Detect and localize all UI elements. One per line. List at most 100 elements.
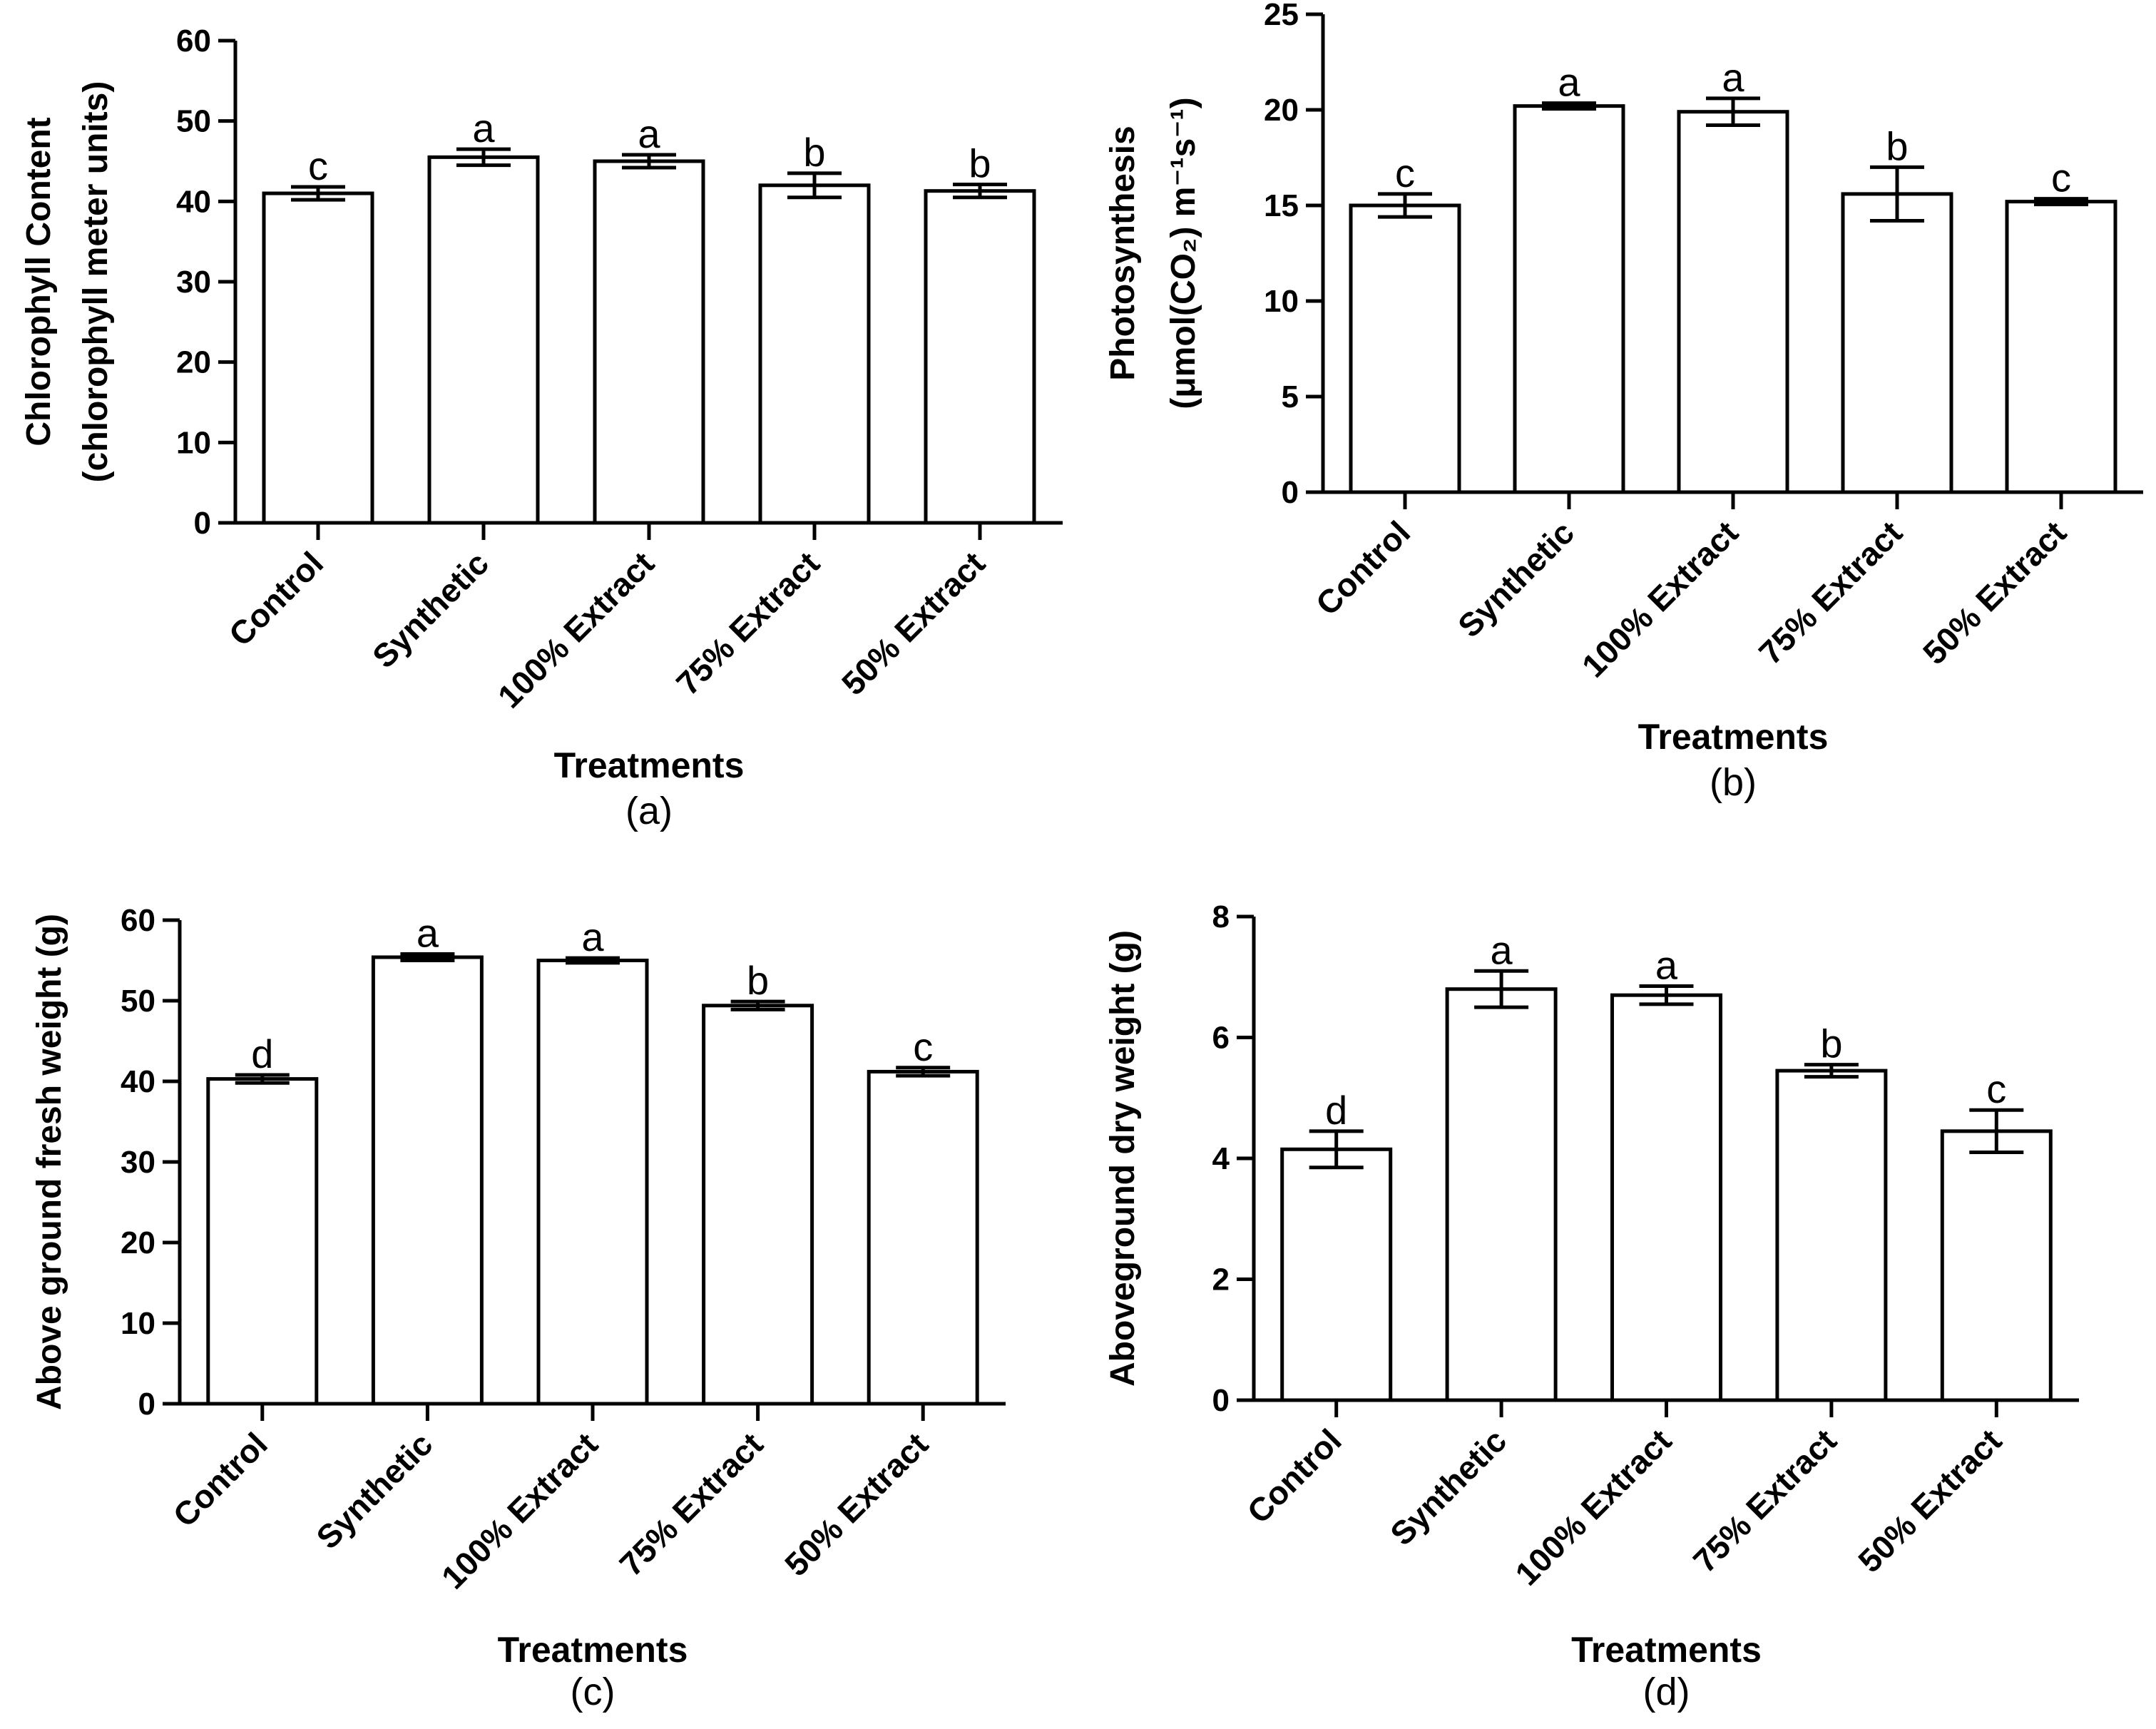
bar-synthetic: [427, 155, 540, 525]
y-axis-label: Photosynthesis: [1104, 126, 1142, 380]
panel-letter: (a): [625, 790, 673, 832]
significance-letter: c: [1395, 151, 1415, 195]
x-category-label: Control: [222, 544, 330, 653]
y-tick-label: 20: [176, 345, 211, 380]
y-tick-label: 50: [121, 984, 155, 1019]
bar-50-pct-extract: [2005, 200, 2117, 494]
bar-100-pct-extract: [593, 159, 705, 525]
bar-75-pct-extract: [758, 183, 871, 525]
bar-control: [1280, 1147, 1393, 1402]
x-category-label: 75% Extract: [669, 544, 827, 702]
bar-control: [206, 1077, 319, 1406]
x-axis-title: Treatments: [554, 745, 745, 785]
x-category-label: 50% Extract: [777, 1425, 935, 1583]
bar-synthetic: [371, 955, 484, 1406]
x-category-label: Synthetic: [309, 1425, 439, 1556]
y-tick-label: 5: [1282, 379, 1299, 414]
significance-letter: a: [581, 914, 604, 959]
bar-control: [262, 191, 374, 525]
significance-letter: a: [638, 111, 660, 156]
y-tick-label: 0: [138, 1387, 155, 1422]
panel-letter: (c): [571, 1671, 615, 1713]
y-tick-label: 2: [1212, 1263, 1230, 1297]
significance-letter: a: [417, 910, 439, 955]
y-tick-label: 30: [176, 265, 211, 300]
y-tick-label: 40: [121, 1064, 155, 1099]
y-tick-label: 8: [1212, 899, 1230, 934]
bar-control: [1349, 203, 1461, 494]
x-category-label: 50% Extract: [1916, 514, 2073, 671]
bar-50-pct-extract: [924, 189, 1036, 525]
significance-letter: b: [969, 141, 991, 186]
significance-letter: a: [1558, 60, 1580, 105]
significance-letter: c: [308, 143, 328, 188]
x-category-label: 100% Extract: [434, 1425, 605, 1596]
bar-synthetic: [1513, 104, 1625, 494]
y-tick-label: 30: [121, 1145, 155, 1180]
significance-letter: a: [472, 106, 495, 151]
significance-letter: c: [913, 1024, 933, 1069]
y-tick-label: 20: [1264, 93, 1299, 128]
significance-letter: a: [1722, 55, 1744, 100]
y-tick-label: 0: [194, 506, 211, 541]
y-tick-label: 4: [1212, 1141, 1230, 1176]
significance-letter: d: [251, 1031, 273, 1076]
bar-100-pct-extract: [1677, 110, 1789, 494]
y-tick-label: 15: [1264, 188, 1299, 223]
panel-letter: (d): [1643, 1671, 1690, 1713]
y-tick-label: 60: [176, 24, 211, 58]
y-tick-label: 0: [1282, 475, 1299, 510]
y-axis-label: Aboveground dry weight (g): [1104, 930, 1142, 1387]
significance-letter: a: [1655, 942, 1678, 987]
significance-letter: b: [803, 130, 825, 175]
x-axis-title: Treatments: [1571, 1630, 1762, 1670]
bar-75-pct-extract: [1775, 1068, 1888, 1402]
y-tick-label: 0: [1212, 1383, 1230, 1418]
chart-panel-c: 0 10 20 30 40 50 60 d Control a Synthetic a 100% Ext…: [31, 903, 1006, 1713]
x-axis-title: Treatments: [1638, 717, 1829, 757]
significance-letter: b: [1820, 1021, 1842, 1066]
y-tick-label: 10: [1264, 284, 1299, 319]
y-tick-label: 50: [176, 104, 211, 139]
y-axis-label: Above ground fresh weight (g): [31, 914, 68, 1410]
x-category-label: Synthetic: [1451, 514, 1581, 644]
bar-synthetic: [1445, 987, 1558, 1402]
x-category-label: 50% Extract: [834, 544, 992, 702]
y-tick-label: 10: [121, 1306, 155, 1341]
x-category-label: 100% Extract: [1508, 1422, 1678, 1592]
significance-letter: b: [747, 958, 769, 1003]
significance-letter: b: [1886, 123, 1908, 168]
x-category-label: Control: [165, 1425, 274, 1534]
x-category-label: Control: [1240, 1422, 1348, 1530]
bar-100-pct-extract: [536, 959, 649, 1406]
y-tick-label: 20: [121, 1225, 155, 1260]
y-axis-label: Chlorophyll Content: [20, 117, 58, 446]
y-axis-label: (chlorophyll meter units): [77, 81, 115, 483]
y-tick-label: 40: [176, 184, 211, 219]
y-axis-label: (μmol(CO₂) m⁻¹s⁻¹): [1165, 97, 1202, 409]
x-category-label: Synthetic: [1383, 1422, 1513, 1552]
x-category-label: 75% Extract: [612, 1425, 770, 1583]
x-category-label: Control: [1309, 514, 1417, 622]
chart-panel-d: 0 2 4 6 8 d Control a Synthetic a 100% Extract b 75%…: [1104, 899, 2079, 1713]
bar-100-pct-extract: [1610, 993, 1722, 1402]
bar-50-pct-extract: [1940, 1129, 2053, 1402]
x-category-label: 50% Extract: [1851, 1422, 2008, 1579]
x-category-label: 100% Extract: [1575, 514, 1745, 684]
significance-letter: a: [1491, 927, 1513, 972]
x-category-label: 75% Extract: [1686, 1422, 1844, 1579]
y-tick-label: 25: [1264, 0, 1299, 32]
y-tick-label: 10: [176, 425, 211, 460]
bar-75-pct-extract: [702, 1004, 814, 1406]
chart-panel-a: 0 10 20 30 40 50 60 c Control a Synthetic a 100% Ext…: [20, 24, 1063, 832]
x-axis-title: Treatments: [498, 1630, 688, 1670]
x-category-label: 100% Extract: [491, 544, 661, 715]
x-category-label: 75% Extract: [1752, 514, 1909, 671]
bar-75-pct-extract: [1841, 192, 1953, 494]
chart-panel-b: 0 5 10 15 20 25 c Control a Synthetic a 100% Extrac…: [1104, 0, 2143, 804]
y-tick-label: 60: [121, 903, 155, 938]
bar-50-pct-extract: [867, 1069, 979, 1406]
significance-letter: c: [1986, 1066, 2006, 1111]
y-tick-label: 6: [1212, 1021, 1230, 1056]
